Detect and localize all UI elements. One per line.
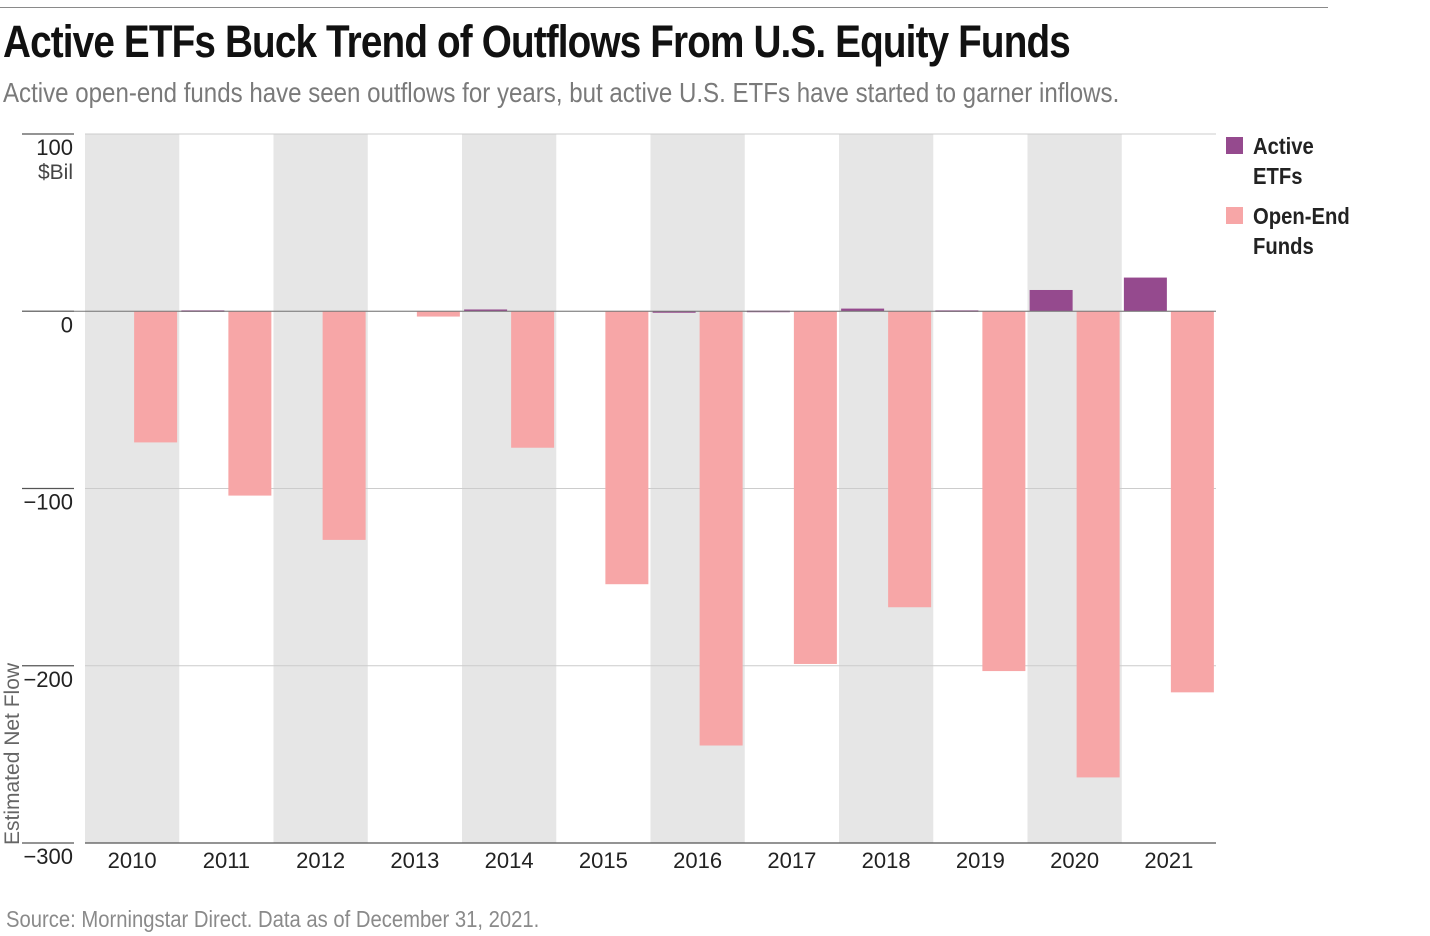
bar-active-etfs-2020 bbox=[1029, 289, 1073, 312]
legend-label-active-etfs: Active ETFs bbox=[1253, 133, 1314, 189]
top-rule bbox=[0, 7, 1328, 8]
bar-open-end-funds-2017 bbox=[793, 311, 837, 664]
x-tick-label-2012: 2012 bbox=[296, 848, 345, 873]
y-tick-label-100: 100 bbox=[36, 135, 73, 160]
bar-open-end-funds-2010 bbox=[134, 311, 178, 443]
bar-active-etfs-2018 bbox=[841, 308, 885, 312]
bar-open-end-funds-2015 bbox=[605, 311, 649, 585]
y-unit-label: $Bil bbox=[38, 161, 73, 184]
bar-active-etfs-2014 bbox=[464, 309, 508, 312]
x-tick-label-2021: 2021 bbox=[1144, 848, 1193, 873]
bar-open-end-funds-2020 bbox=[1076, 311, 1120, 778]
bar-open-end-funds-2013 bbox=[416, 311, 460, 317]
y-tick-label-0: 0 bbox=[61, 312, 73, 337]
x-tick-label-2013: 2013 bbox=[390, 848, 439, 873]
bar-active-etfs-2016 bbox=[652, 311, 696, 313]
bar-open-end-funds-2012 bbox=[322, 311, 366, 540]
bar-open-end-funds-2016 bbox=[699, 311, 743, 746]
legend-swatch-active-etfs bbox=[1226, 137, 1243, 154]
x-tick-label-2010: 2010 bbox=[108, 848, 157, 873]
bar-open-end-funds-2011 bbox=[228, 311, 272, 496]
bar-open-end-funds-2018 bbox=[888, 311, 932, 608]
chart-title: Active ETFs Buck Trend of Outflows From … bbox=[3, 16, 1071, 67]
bar-active-etfs-2021 bbox=[1123, 277, 1167, 312]
x-tick-label-2016: 2016 bbox=[673, 848, 722, 873]
x-tick-label-2015: 2015 bbox=[579, 848, 628, 873]
x-tick-label-2018: 2018 bbox=[862, 848, 911, 873]
legend-swatch-open-end-funds bbox=[1226, 207, 1243, 224]
x-tick-label-2014: 2014 bbox=[485, 848, 534, 873]
legend-label-open-end-funds: Open-End Funds bbox=[1253, 203, 1350, 259]
y-tick-label-neg200: −200 bbox=[23, 667, 73, 692]
x-tick-label-2020: 2020 bbox=[1050, 848, 1099, 873]
bar-open-end-funds-2019 bbox=[982, 311, 1026, 672]
x-tick-label-2017: 2017 bbox=[767, 848, 816, 873]
y-tick-label-neg300: −300 bbox=[23, 844, 73, 869]
source-note: Source: Morningstar Direct. Data as of D… bbox=[6, 906, 540, 932]
bar-open-end-funds-2021 bbox=[1170, 311, 1214, 693]
x-tick-label-2019: 2019 bbox=[956, 848, 1005, 873]
y-tick-label-neg100: −100 bbox=[23, 490, 73, 515]
chart-subtitle: Active open-end funds have seen outflows… bbox=[3, 77, 1120, 108]
x-tick-label-2011: 2011 bbox=[203, 848, 250, 873]
bar-open-end-funds-2014 bbox=[511, 311, 555, 448]
y-axis-title: Estimated Net Flow bbox=[1, 662, 24, 845]
